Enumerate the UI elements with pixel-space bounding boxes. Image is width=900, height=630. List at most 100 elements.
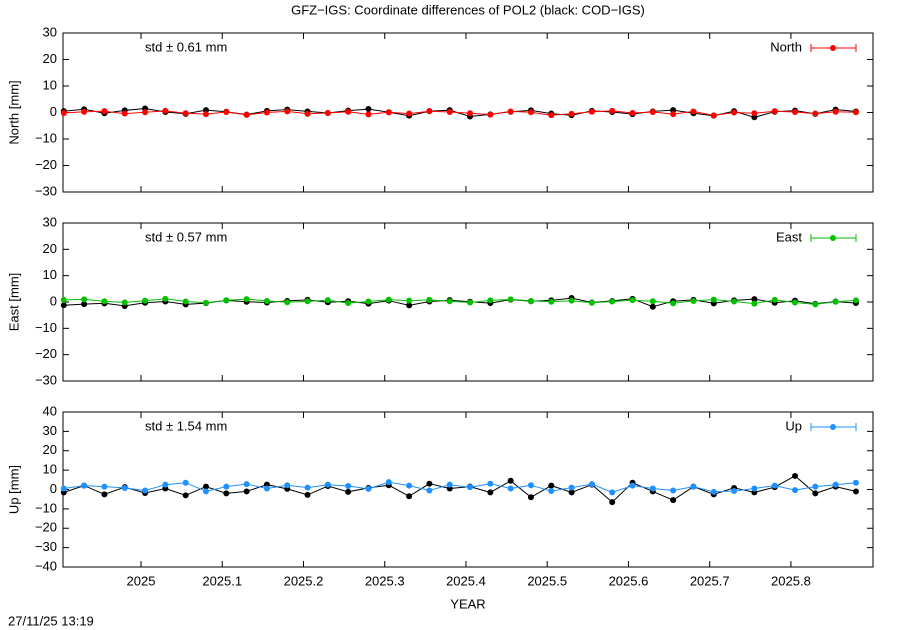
data-point — [751, 300, 758, 307]
x-axis-label: YEAR — [450, 596, 485, 611]
y-tick-label: −30 — [35, 183, 57, 198]
data-point — [345, 483, 352, 490]
data-point — [751, 485, 758, 492]
data-point — [649, 303, 656, 310]
data-point — [588, 481, 595, 488]
data-point — [162, 481, 169, 488]
y-tick-label: 30 — [43, 24, 57, 39]
data-point — [162, 107, 169, 114]
data-point — [670, 111, 677, 118]
data-point — [385, 109, 392, 116]
data-point — [101, 483, 108, 490]
y-tick-label: −20 — [35, 157, 57, 172]
data-point — [365, 298, 372, 305]
y-tick-label: 30 — [43, 423, 57, 438]
y-tick-label: −10 — [35, 130, 57, 145]
data-point — [446, 481, 453, 488]
data-point — [487, 297, 494, 304]
y-tick-label: 0 — [50, 104, 57, 119]
data-point — [792, 472, 799, 479]
data-point — [731, 488, 738, 495]
data-point — [324, 481, 331, 488]
data-point — [507, 108, 514, 115]
data-point — [487, 480, 494, 487]
data-point — [527, 297, 534, 304]
data-point — [568, 110, 575, 117]
data-point — [731, 109, 738, 116]
data-point — [527, 494, 534, 501]
data-point — [751, 110, 758, 117]
y-tick-label: −20 — [35, 520, 57, 535]
data-point — [182, 298, 189, 305]
data-point — [406, 297, 413, 304]
data-point — [507, 477, 514, 484]
data-point — [365, 485, 372, 492]
legend-label: Up — [785, 418, 802, 433]
data-point — [852, 479, 859, 486]
data-point — [304, 491, 311, 498]
y-tick-label: −10 — [35, 500, 57, 515]
data-point — [182, 110, 189, 117]
y-tick-label: 10 — [43, 462, 57, 477]
series-line — [63, 481, 856, 493]
x-tick-label: 2025.5 — [527, 573, 567, 588]
data-point — [142, 297, 149, 304]
data-point — [751, 296, 758, 303]
data-point — [710, 488, 717, 495]
legend-marker — [830, 45, 836, 51]
annotation: std ± 0.61 mm — [145, 39, 227, 54]
data-point — [832, 481, 839, 488]
data-point — [812, 110, 819, 117]
data-point — [690, 297, 697, 304]
data-point — [527, 482, 534, 489]
data-point — [568, 489, 575, 496]
data-point — [202, 483, 209, 490]
data-point — [223, 108, 230, 115]
data-point — [690, 483, 697, 490]
data-point — [426, 480, 433, 487]
data-point — [731, 298, 738, 305]
y-tick-label: −10 — [35, 320, 57, 335]
data-point — [467, 299, 474, 306]
data-point — [446, 108, 453, 115]
legend-marker — [830, 424, 836, 430]
data-point — [324, 297, 331, 304]
data-point — [690, 108, 697, 115]
data-point — [162, 295, 169, 302]
data-point — [812, 301, 819, 308]
data-point — [710, 296, 717, 303]
x-tick-label: 2025.2 — [284, 573, 324, 588]
data-point — [60, 302, 67, 309]
x-tick-label: 2025.7 — [690, 573, 730, 588]
data-point — [548, 112, 555, 119]
data-point — [852, 488, 859, 495]
y-tick-label: −30 — [35, 539, 57, 554]
data-point — [243, 111, 250, 118]
data-point — [548, 488, 555, 495]
data-point — [568, 297, 575, 304]
data-point — [670, 487, 677, 494]
data-point — [101, 108, 108, 115]
data-point — [832, 108, 839, 115]
data-point — [548, 482, 555, 489]
data-point — [284, 108, 291, 115]
data-point — [223, 490, 230, 497]
data-point — [202, 111, 209, 118]
data-point — [609, 298, 616, 305]
y-tick-label: 10 — [43, 267, 57, 282]
x-tick-label: 2025.8 — [771, 573, 811, 588]
data-point — [507, 485, 514, 492]
data-point — [467, 484, 474, 491]
y-axis-label: Up [mm] — [6, 465, 21, 514]
data-point — [609, 489, 616, 496]
data-point — [588, 299, 595, 306]
chart-title: GFZ−IGS: Coordinate differences of POL2 … — [291, 2, 645, 17]
y-tick-label: 40 — [43, 403, 57, 418]
legend-label: North — [770, 39, 802, 54]
x-tick-label: 2025.3 — [365, 573, 405, 588]
data-point — [263, 485, 270, 492]
y-tick-label: 0 — [50, 293, 57, 308]
data-point — [121, 484, 128, 491]
data-point — [142, 487, 149, 494]
